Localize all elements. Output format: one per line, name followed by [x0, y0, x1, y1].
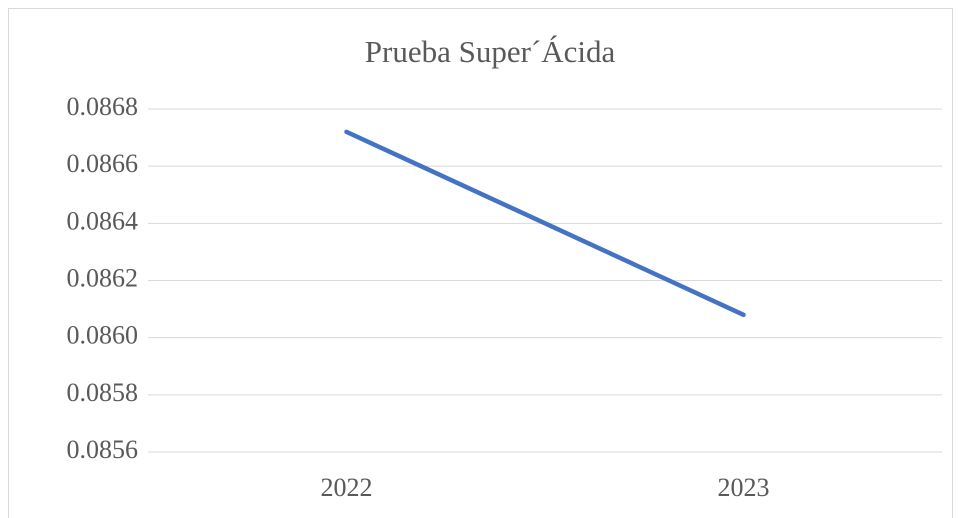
y-tick-label: 0.0856: [67, 435, 139, 464]
y-tick-label: 0.0868: [67, 92, 139, 121]
y-tick-label: 0.0860: [67, 321, 139, 350]
chart-title: Prueba Super´Ácida: [365, 34, 616, 69]
y-tick-label: 0.0864: [67, 206, 139, 235]
x-tick-label: 2022: [321, 473, 373, 502]
line-series: [344, 129, 746, 318]
x-tick-label: 2023: [718, 473, 770, 502]
chart-border: [8, 8, 953, 518]
y-tick-label: 0.0862: [67, 263, 139, 292]
y-tick-label: 0.0866: [67, 149, 139, 178]
y-tick-label: 0.0858: [67, 378, 139, 407]
